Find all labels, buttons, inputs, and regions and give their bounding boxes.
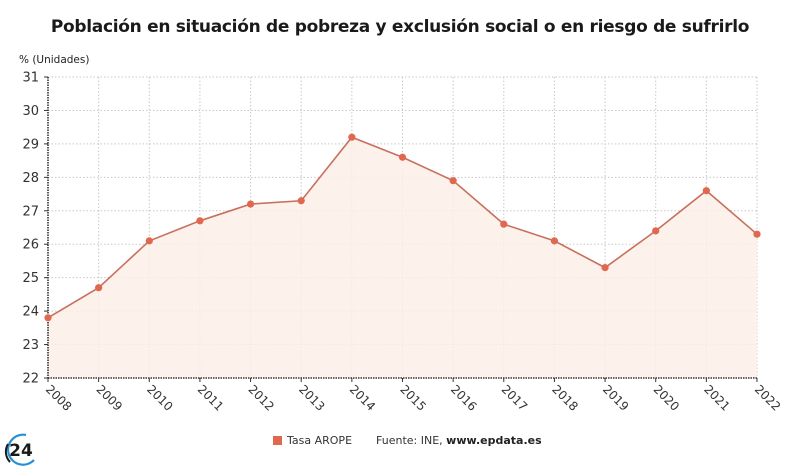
y-tick-label-30: 30 <box>22 104 39 119</box>
data-point-2014 <box>348 133 356 141</box>
data-point-2019 <box>601 264 609 272</box>
data-point-2009 <box>95 284 103 292</box>
data-point-2012 <box>246 200 255 208</box>
y-tick-label-23: 23 <box>22 338 39 353</box>
legend: Tasa AROPE Fuente: INE, www.epdata.es <box>273 434 542 447</box>
y-axis-unit-label: % (Unidades) <box>19 54 90 66</box>
x-tick-label-2019: 2019 <box>600 382 631 413</box>
y-axis-ticks: 22 23 24 25 26 27 28 29 30 31 <box>22 71 48 387</box>
y-tick-label-25: 25 <box>22 271 39 286</box>
data-point-2022 <box>753 230 761 238</box>
x-tick-label-2022: 2022 <box>752 382 783 413</box>
data-point-2020 <box>652 227 660 235</box>
y-tick-label-26: 26 <box>22 238 39 253</box>
y-tick-label-29: 29 <box>22 137 39 152</box>
x-tick-label-2010: 2010 <box>144 382 175 413</box>
y-tick-label-22: 22 <box>22 372 39 387</box>
y-tick-label-31: 31 <box>22 71 39 86</box>
axes <box>47 77 757 379</box>
chart-title: Población en situación de pobreza y excl… <box>50 17 750 37</box>
data-point-2010 <box>145 237 153 245</box>
chart-canvas: 22 23 24 25 26 27 28 29 30 31 2008 2009 2010 2011 201… <box>22 71 783 414</box>
x-tick-label-2009: 2009 <box>94 382 125 413</box>
source-prefix: Fuente: INE, <box>376 434 447 447</box>
data-point-2018 <box>550 237 559 245</box>
x-tick-label-2012: 2012 <box>245 382 276 413</box>
logo-text: 24 <box>9 441 33 461</box>
y-tick-label-28: 28 <box>22 171 39 186</box>
x-tick-label-2021: 2021 <box>701 382 732 413</box>
x-tick-label-2013: 2013 <box>296 382 327 413</box>
data-point-2017 <box>500 220 508 228</box>
x-tick-label-2016: 2016 <box>448 382 479 413</box>
legend-label-tasa-arope: Tasa AROPE <box>287 434 353 447</box>
series-markers <box>44 133 761 322</box>
x-tick-label-2011: 2011 <box>195 382 226 413</box>
series-area-tasa-arope <box>48 137 757 378</box>
data-point-2013 <box>297 197 305 205</box>
logo-24-icon: 24 <box>4 433 35 466</box>
data-point-2015 <box>398 153 407 161</box>
x-tick-label-2014: 2014 <box>347 382 378 413</box>
x-tick-label-2008: 2008 <box>43 382 74 413</box>
x-tick-label-2020: 2020 <box>651 382 682 413</box>
y-tick-label-27: 27 <box>22 204 39 219</box>
x-tick-label-2015: 2015 <box>397 382 428 413</box>
data-point-2016 <box>449 177 457 185</box>
data-point-2021 <box>702 187 710 195</box>
source-note: Fuente: INE, www.epdata.es <box>376 434 542 447</box>
data-point-2008 <box>44 314 52 322</box>
x-tick-label-2018: 2018 <box>549 382 580 413</box>
legend-swatch-tasa-arope <box>273 436 282 445</box>
source-link[interactable]: www.epdata.es <box>446 434 542 447</box>
y-tick-label-24: 24 <box>22 305 39 320</box>
x-tick-label-2017: 2017 <box>499 382 530 413</box>
x-axis-ticks: 2008 2009 2010 2011 2012 2013 2014 2015 2016 2017… <box>43 378 783 414</box>
data-point-2011 <box>196 217 204 225</box>
